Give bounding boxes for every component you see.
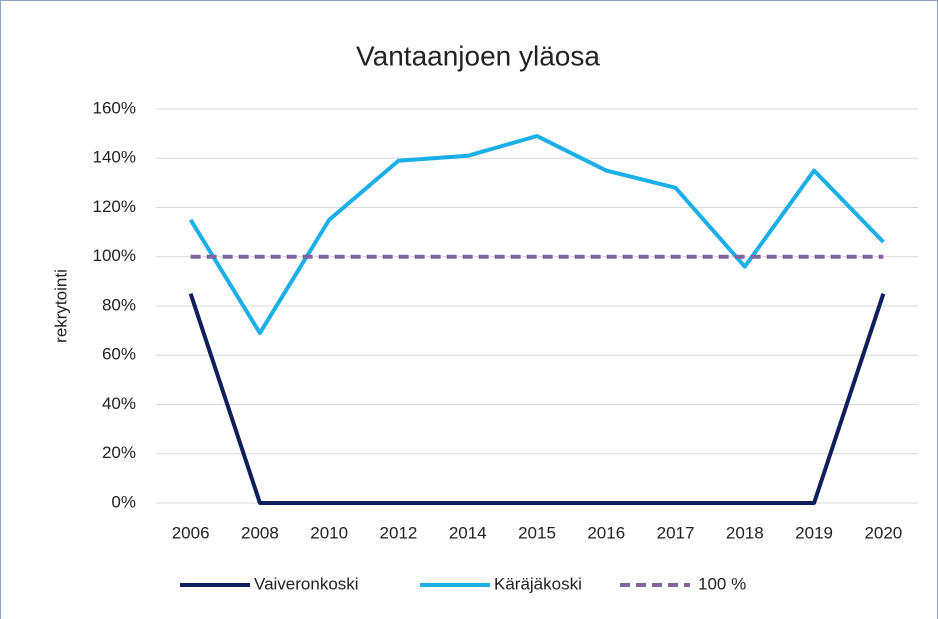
y-tick-label: 120% (93, 197, 136, 216)
y-tick-label: 160% (93, 98, 136, 117)
y-tick-label: 40% (102, 394, 136, 413)
x-tick-label: 2012 (380, 523, 418, 542)
x-tick-label: 2019 (795, 523, 833, 542)
x-tick-label: 2008 (241, 523, 279, 542)
x-tick-label: 2014 (449, 523, 487, 542)
x-tick-label: 2015 (518, 523, 556, 542)
y-tick-label: 20% (102, 443, 136, 462)
y-tick-label: 80% (102, 295, 136, 314)
x-tick-label: 2017 (657, 523, 695, 542)
x-tick-label: 2018 (726, 523, 764, 542)
y-tick-label: 60% (102, 345, 136, 364)
chart-title: Vantaanjoen yläosa (356, 40, 600, 71)
y-tick-label: 140% (93, 148, 136, 167)
y-tick-label: 100% (93, 246, 136, 265)
x-tick-label: 2006 (172, 523, 210, 542)
legend-label: 100 % (698, 574, 746, 593)
x-tick-label: 2010 (310, 523, 348, 542)
legend-label: Käräjäkoski (494, 574, 582, 593)
x-tick-label: 2016 (587, 523, 625, 542)
series-line (188, 293, 886, 505)
y-tick-label: 0% (111, 492, 136, 511)
x-tick-label: 2020 (864, 523, 902, 542)
y-axis-label: rekrytointi (51, 269, 70, 343)
legend-label: Vaiveronkoski (254, 574, 359, 593)
